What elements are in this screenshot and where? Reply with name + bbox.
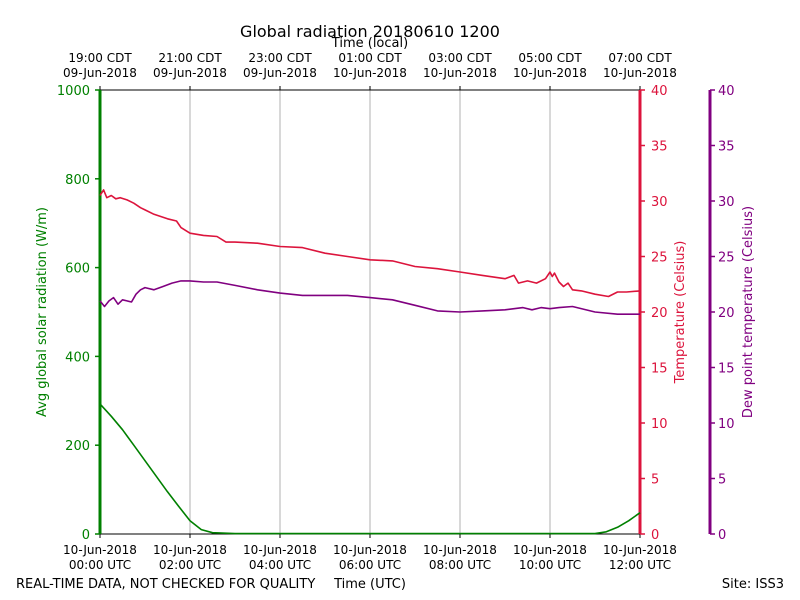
dewpoint-tick-label-0: 0 xyxy=(718,528,726,543)
temperature-tick-label-2: 10 xyxy=(651,417,668,432)
series-avg-global-solar-radiation-line xyxy=(99,403,641,535)
top-tick-date-6: 10-Jun-2018 xyxy=(603,66,677,80)
temperature-tick-label-1: 5 xyxy=(651,473,659,488)
bottom-tick-time-4: 08:00 UTC xyxy=(429,558,491,572)
temperature-tick-label-3: 15 xyxy=(651,362,668,377)
series-dew-point-temperature-line xyxy=(99,280,640,316)
top-tick-date-0: 09-Jun-2018 xyxy=(63,66,137,80)
chart-title: Global radiation 20180610 1200 xyxy=(240,22,500,41)
temperature-tick-label-7: 35 xyxy=(651,140,668,155)
top-tick-date-1: 09-Jun-2018 xyxy=(153,66,227,80)
bottom-tick-date-4: 10-Jun-2018 xyxy=(423,543,497,557)
dewpoint-tick-label-6: 30 xyxy=(718,195,735,210)
top-tick-date-2: 09-Jun-2018 xyxy=(243,66,317,80)
dewpoint-tick-label-5: 25 xyxy=(718,251,735,266)
bottom-tick-date-3: 10-Jun-2018 xyxy=(333,543,407,557)
temperature-tick-label-0: 0 xyxy=(651,528,659,543)
radiation-tick-label-0: 0 xyxy=(82,528,90,543)
top-tick-date-3: 10-Jun-2018 xyxy=(333,66,407,80)
top-tick-time-4: 03:00 CDT xyxy=(428,51,492,65)
temperature-tick-label-4: 20 xyxy=(651,306,668,321)
temperature-axis-label: Temperature (Celsius) xyxy=(673,241,688,385)
dewpoint-tick-label-1: 5 xyxy=(718,473,726,488)
bottom-tick-date-2: 10-Jun-2018 xyxy=(243,543,317,557)
dewpoint-axis-label: Dew point temperature (Celsius) xyxy=(741,206,756,418)
temperature-tick-label-8: 40 xyxy=(651,84,668,99)
dewpoint-tick-label-2: 10 xyxy=(718,417,735,432)
dewpoint-tick-label-4: 20 xyxy=(718,306,735,321)
top-tick-time-1: 21:00 CDT xyxy=(158,51,222,65)
top-tick-time-5: 05:00 CDT xyxy=(518,51,582,65)
bottom-tick-date-5: 10-Jun-2018 xyxy=(513,543,587,557)
x-axis-label: Time (UTC) xyxy=(333,577,406,592)
radiation-tick-label-1: 200 xyxy=(65,439,90,454)
top-tick-time-0: 19:00 CDT xyxy=(68,51,132,65)
temperature-tick-label-6: 30 xyxy=(651,195,668,210)
bottom-tick-date-0: 10-Jun-2018 xyxy=(63,543,137,557)
bottom-tick-time-0: 00:00 UTC xyxy=(69,558,131,572)
bottom-tick-time-6: 12:00 UTC xyxy=(609,558,671,572)
radiation-tick-label-2: 400 xyxy=(65,350,90,365)
top-tick-time-2: 23:00 CDT xyxy=(248,51,312,65)
dewpoint-tick-label-7: 35 xyxy=(718,140,735,155)
top-tick-time-6: 07:00 CDT xyxy=(608,51,672,65)
radiation-axis-label: Avg global solar radiation (W/m) xyxy=(35,207,50,417)
top-tick-time-3: 01:00 CDT xyxy=(338,51,402,65)
radiation-tick-label-3: 600 xyxy=(65,262,90,277)
bottom-tick-date-6: 10-Jun-2018 xyxy=(603,543,677,557)
top-tick-date-4: 10-Jun-2018 xyxy=(423,66,497,80)
site-label: Site: ISS3 xyxy=(722,577,784,592)
series-temperature-line xyxy=(99,189,641,298)
quality-disclaimer: REAL-TIME DATA, NOT CHECKED FOR QUALITY xyxy=(16,577,315,592)
dewpoint-tick-label-3: 15 xyxy=(718,362,735,377)
bottom-tick-time-3: 06:00 UTC xyxy=(339,558,401,572)
top-tick-date-5: 10-Jun-2018 xyxy=(513,66,587,80)
bottom-tick-time-1: 02:00 UTC xyxy=(159,558,221,572)
top-axis-label: Time (local) xyxy=(331,36,408,51)
radiation-tick-label-4: 800 xyxy=(65,173,90,188)
temperature-tick-label-5: 25 xyxy=(651,251,668,266)
bottom-tick-date-1: 10-Jun-2018 xyxy=(153,543,227,557)
bottom-tick-time-2: 04:00 UTC xyxy=(249,558,311,572)
radiation-tick-label-5: 1000 xyxy=(57,84,90,99)
dewpoint-tick-label-8: 40 xyxy=(718,84,735,99)
bottom-tick-time-5: 10:00 UTC xyxy=(519,558,581,572)
